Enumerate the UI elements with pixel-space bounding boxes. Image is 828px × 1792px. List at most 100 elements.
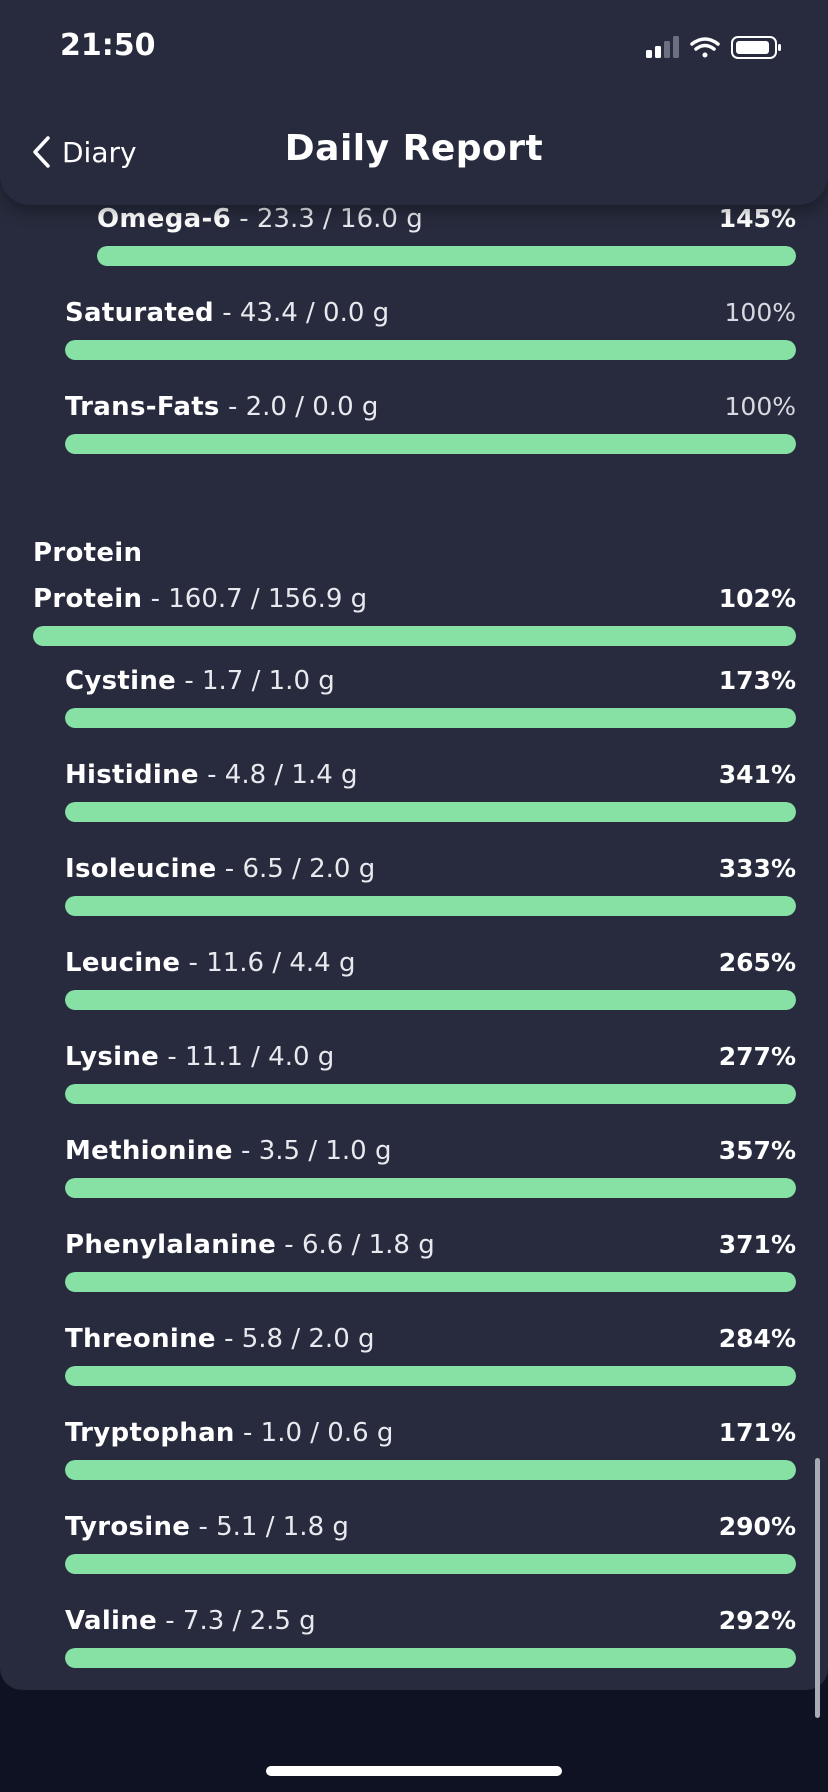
nutrient-label: Histidine - 4.8 / 1.4 g — [65, 756, 358, 794]
nutrient-name: Tryptophan — [65, 1418, 235, 1448]
back-button[interactable]: Diary — [30, 132, 137, 172]
nutrient-name: Phenylalanine — [65, 1230, 277, 1260]
nutrient-row: Tryptophan - 1.0 / 0.6 g 171% — [65, 1414, 828, 1508]
progress-bar-fill — [65, 1084, 796, 1104]
progress-bar — [65, 1366, 796, 1386]
progress-bar — [65, 1648, 796, 1668]
nutrient-name: Tyrosine — [65, 1512, 191, 1542]
progress-bar — [65, 1272, 796, 1292]
nutrient-percent: 102% — [718, 584, 796, 613]
progress-bar-fill — [97, 246, 796, 266]
section-spacer — [0, 482, 828, 526]
progress-bar-fill — [65, 1272, 796, 1292]
nutrient-row: Histidine - 4.8 / 1.4 g 341% — [65, 756, 828, 850]
nutrient-amount: - 6.6 / 1.8 g — [276, 1230, 435, 1260]
progress-bar — [97, 246, 796, 266]
nutrient-percent: 333% — [718, 854, 796, 883]
nutrient-name: Isoleucine — [65, 854, 217, 884]
nutrient-label: Threonine - 5.8 / 2.0 g — [65, 1320, 375, 1358]
nutrient-percent: 173% — [718, 666, 796, 695]
nutrient-row: Valine - 7.3 / 2.5 g 292% — [65, 1602, 828, 1690]
nutrient-amount: - 43.4 / 0.0 g — [213, 298, 390, 328]
nutrient-label: Isoleucine - 6.5 / 2.0 g — [65, 850, 375, 888]
nutrient-percent: 100% — [724, 298, 796, 327]
progress-bar-fill — [65, 708, 796, 728]
home-indicator[interactable] — [266, 1766, 562, 1776]
nutrient-percent: 292% — [718, 1606, 796, 1635]
nutrient-amount: - 5.8 / 2.0 g — [215, 1324, 375, 1354]
progress-bar — [65, 340, 796, 360]
nutrient-label: Phenylalanine - 6.6 / 1.8 g — [65, 1226, 435, 1264]
nutrient-row: Tyrosine - 5.1 / 1.8 g 290% — [65, 1508, 828, 1602]
wifi-icon — [690, 37, 720, 58]
nutrient-label: Methionine - 3.5 / 1.0 g — [65, 1132, 391, 1170]
nutrient-name: Saturated — [65, 298, 214, 328]
back-label: Diary — [62, 135, 137, 169]
nutrient-row: Trans-Fats - 2.0 / 0.0 g 100% — [65, 388, 828, 482]
nutrient-label: Tryptophan - 1.0 / 0.6 g — [65, 1414, 393, 1452]
progress-bar-fill — [65, 990, 796, 1010]
nav-header: 21:50 Diary Daily Repor — [0, 0, 828, 205]
progress-bar-fill — [65, 434, 796, 454]
nutrient-list[interactable]: Omega-6 - 23.3 / 16.0 g 145% Saturated - 4… — [0, 200, 828, 1690]
progress-bar-fill — [65, 1460, 796, 1480]
progress-bar-fill — [65, 896, 796, 916]
status-icons — [646, 34, 796, 64]
nutrient-name: Threonine — [65, 1324, 216, 1354]
nutrient-label: Protein - 160.7 / 156.9 g — [33, 580, 367, 618]
nutrient-percent: 284% — [718, 1324, 796, 1353]
nutrient-name: Lysine — [65, 1042, 160, 1072]
nutrient-name: Cystine — [65, 666, 177, 696]
progress-bar — [65, 990, 796, 1010]
cellular-signal-icon — [646, 36, 679, 58]
progress-bar — [65, 802, 796, 822]
nutrient-row: Protein - 160.7 / 156.9 g 102% — [33, 580, 828, 662]
nutrient-label: Saturated - 43.4 / 0.0 g — [65, 294, 389, 332]
nutrient-amount: - 5.1 / 1.8 g — [190, 1512, 349, 1542]
nutrient-name: Methionine — [65, 1136, 233, 1166]
nutrient-name: Protein — [33, 584, 143, 614]
chevron-left-icon — [33, 136, 50, 168]
nutrient-percent: 371% — [718, 1230, 796, 1259]
nutrient-amount: - 1.0 / 0.6 g — [234, 1418, 394, 1448]
battery-icon — [731, 36, 781, 59]
progress-bar — [65, 1178, 796, 1198]
progress-bar — [65, 434, 796, 454]
nutrient-label: Tyrosine - 5.1 / 1.8 g — [65, 1508, 349, 1546]
nutrient-name: Valine — [65, 1606, 158, 1636]
status-time: 21:50 — [60, 28, 156, 63]
nutrient-label: Cystine - 1.7 / 1.0 g — [65, 662, 335, 700]
progress-bar — [65, 1554, 796, 1574]
nutrient-name: Leucine — [65, 948, 181, 978]
progress-bar — [65, 896, 796, 916]
nutrient-amount: - 160.7 / 156.9 g — [142, 584, 368, 614]
nutrient-percent: 357% — [718, 1136, 796, 1165]
nutrient-label: Omega-6 - 23.3 / 16.0 g — [97, 200, 423, 238]
page-title: Daily Report — [284, 128, 544, 169]
nutrient-amount: - 4.8 / 1.4 g — [198, 760, 358, 790]
progress-bar-fill — [65, 340, 796, 360]
nutrient-row: Methionine - 3.5 / 1.0 g 357% — [65, 1132, 828, 1226]
nutrient-amount: - 7.3 / 2.5 g — [157, 1606, 316, 1636]
report-panel: Omega-6 - 23.3 / 16.0 g 145% Saturated - 4… — [0, 0, 828, 1690]
nutrient-row: Threonine - 5.8 / 2.0 g 284% — [65, 1320, 828, 1414]
nutrient-amount: - 1.7 / 1.0 g — [176, 666, 335, 696]
nutrient-row: Omega-6 - 23.3 / 16.0 g 145% — [97, 200, 828, 294]
status-icons-svg — [646, 36, 781, 59]
nutrient-name: Omega-6 — [97, 204, 231, 234]
progress-bar — [65, 1084, 796, 1104]
nutrient-row: Cystine - 1.7 / 1.0 g 173% — [65, 662, 828, 756]
progress-bar-fill — [65, 802, 796, 822]
nutrient-percent: 100% — [724, 392, 796, 421]
section-title-protein: Protein — [33, 538, 143, 568]
nutrient-amount: - 2.0 / 0.0 g — [219, 392, 379, 422]
progress-bar — [65, 708, 796, 728]
nutrient-amount: - 11.6 / 4.4 g — [180, 948, 356, 978]
nutrient-row: Phenylalanine - 6.6 / 1.8 g 371% — [65, 1226, 828, 1320]
nutrient-label: Leucine - 11.6 / 4.4 g — [65, 944, 356, 982]
scrollbar[interactable] — [815, 1458, 820, 1718]
nutrient-percent: 341% — [718, 760, 796, 789]
nutrient-name: Trans-Fats — [65, 392, 220, 422]
nutrient-amount: - 3.5 / 1.0 g — [232, 1136, 392, 1166]
progress-bar-fill — [65, 1366, 796, 1386]
